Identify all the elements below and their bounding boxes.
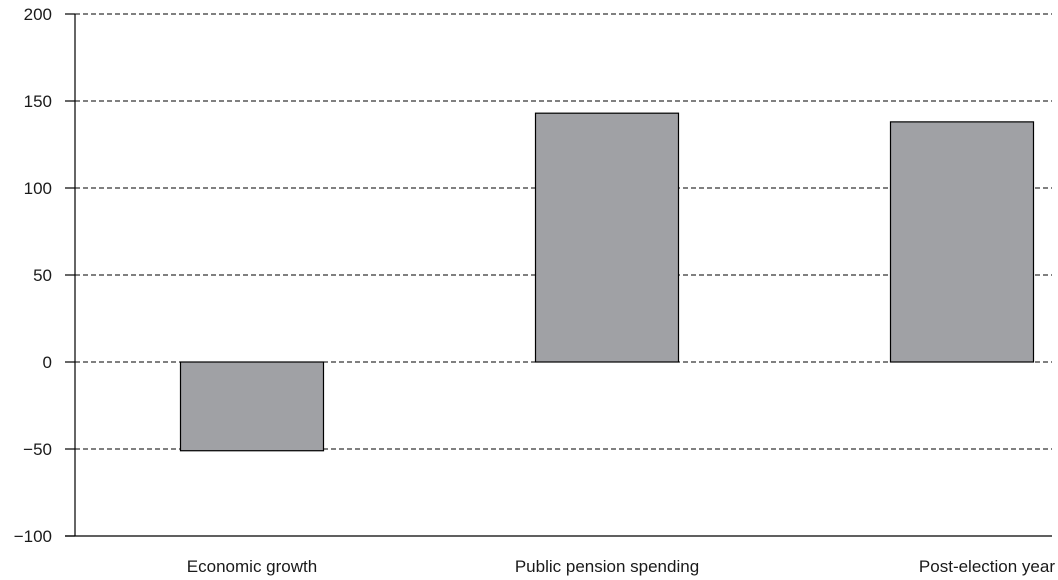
y-tick-label: −50 bbox=[23, 440, 52, 459]
bar-public-pension-spending bbox=[534, 112, 680, 363]
bar-post-election-year bbox=[889, 121, 1035, 363]
y-tick-label: 200 bbox=[24, 5, 52, 24]
y-tick-label: 100 bbox=[24, 179, 52, 198]
bar-economic-growth bbox=[179, 361, 325, 452]
y-tick-label: −100 bbox=[14, 527, 52, 546]
x-category-label: Public pension spending bbox=[515, 557, 699, 576]
y-tick-label: 150 bbox=[24, 92, 52, 111]
y-tick-label: 0 bbox=[43, 353, 52, 372]
bars bbox=[179, 112, 1035, 452]
x-category-label: Economic growth bbox=[187, 557, 317, 576]
y-tick-label: 50 bbox=[33, 266, 52, 285]
x-category-label: Post-election year bbox=[919, 557, 1055, 576]
x-category-labels: Economic growth Public pension spending Po… bbox=[187, 557, 1056, 576]
y-tick-labels: 200 150 100 50 0 −50 −100 bbox=[14, 5, 75, 546]
